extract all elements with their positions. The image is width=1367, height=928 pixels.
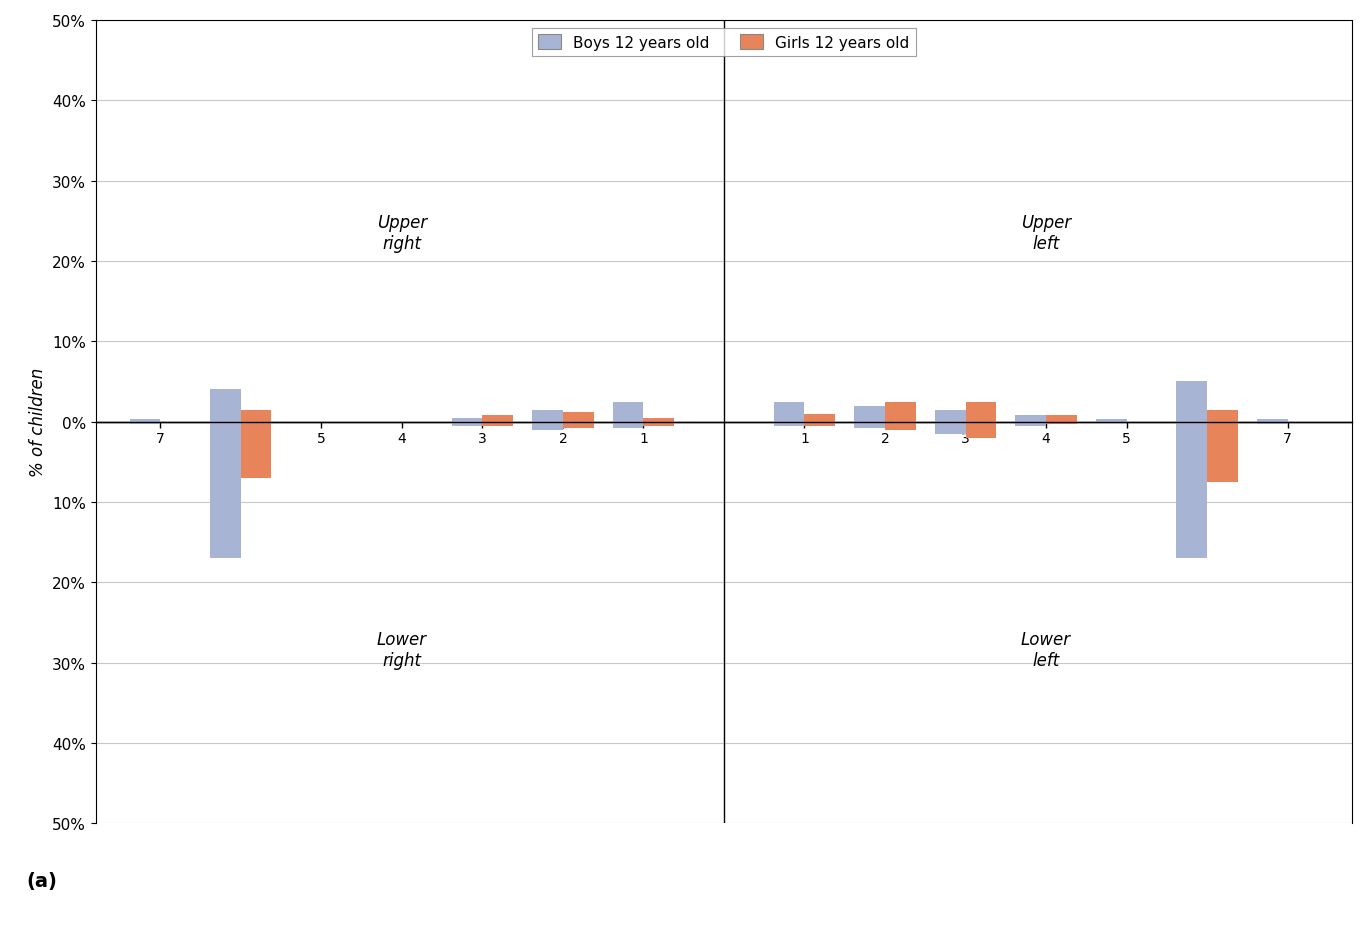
Text: Upper
left: Upper left (1021, 213, 1072, 252)
Bar (130, 422, 160, 424)
Bar (612, 422, 644, 429)
Bar (854, 422, 884, 429)
Text: (a): (a) (27, 871, 57, 891)
Bar (884, 402, 916, 422)
Bar (1016, 422, 1046, 426)
Bar (211, 390, 241, 422)
Bar (1046, 422, 1077, 424)
Bar (965, 422, 997, 438)
Bar (532, 422, 563, 431)
Bar (774, 402, 805, 422)
Y-axis label: % of children: % of children (29, 367, 46, 477)
Bar (532, 410, 563, 422)
Bar (805, 422, 835, 426)
Bar (452, 422, 483, 426)
Bar (644, 419, 674, 422)
Bar (1177, 422, 1207, 559)
Text: Upper
right: Upper right (377, 213, 427, 252)
Bar (563, 422, 593, 429)
Bar (241, 422, 272, 478)
Bar (452, 419, 483, 422)
Bar (805, 414, 835, 422)
Bar (854, 406, 884, 422)
Bar (1258, 422, 1288, 424)
Bar (935, 422, 965, 434)
Bar (774, 422, 805, 426)
Bar (1016, 416, 1046, 422)
Bar (1046, 416, 1077, 422)
Text: Lower
right: Lower right (377, 631, 427, 669)
Bar (884, 422, 916, 431)
Bar (644, 422, 674, 426)
Bar (1207, 410, 1237, 422)
Bar (1096, 419, 1126, 422)
Text: Lower
left: Lower left (1021, 631, 1072, 669)
Legend: Boys 12 years old, Girls 12 years old: Boys 12 years old, Girls 12 years old (532, 29, 916, 57)
Bar (130, 419, 160, 422)
Bar (563, 413, 593, 422)
Bar (1177, 382, 1207, 422)
Bar (483, 416, 513, 422)
Bar (211, 422, 241, 559)
Bar (965, 402, 997, 422)
Bar (483, 422, 513, 426)
Bar (612, 402, 644, 422)
Bar (1258, 419, 1288, 422)
Bar (1207, 422, 1237, 483)
Bar (935, 410, 965, 422)
Bar (241, 410, 272, 422)
